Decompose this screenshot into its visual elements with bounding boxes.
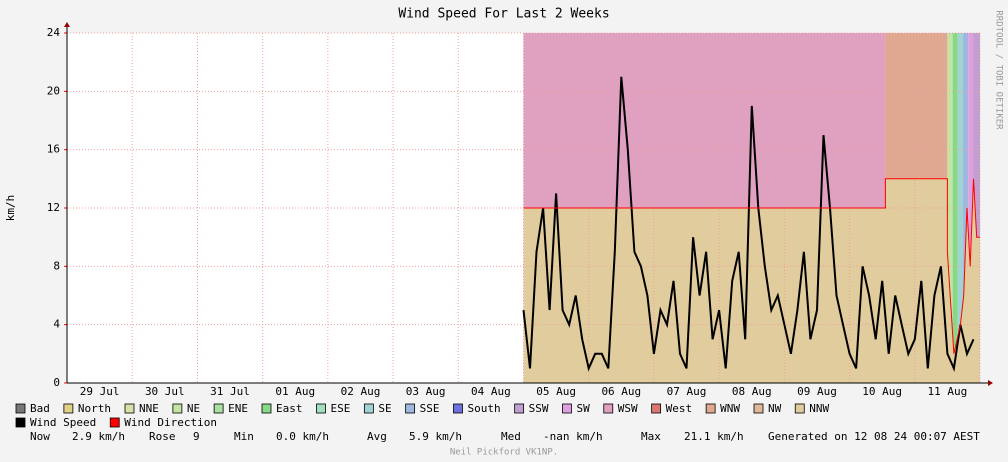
chart-title: Wind Speed For Last 2 Weeks bbox=[398, 7, 609, 22]
legend-swatch bbox=[363, 403, 374, 414]
legend-label: NNW bbox=[809, 402, 829, 415]
speed-line bbox=[522, 76, 975, 372]
legend-label: Bad bbox=[30, 402, 50, 415]
x-tick-label: 07 Aug bbox=[667, 385, 707, 398]
x-tick-label: 30 Jul bbox=[145, 385, 185, 398]
legend-swatch bbox=[63, 403, 74, 414]
direction-area bbox=[523, 178, 980, 383]
legend-label: SE bbox=[378, 402, 391, 415]
legend-label: WNW bbox=[720, 402, 740, 415]
y-tick-label: 4 bbox=[53, 318, 60, 331]
legend-swatch bbox=[213, 403, 224, 414]
y-tick-label: 20 bbox=[47, 84, 60, 97]
direction-line bbox=[523, 178, 980, 354]
x-tick-label: 06 Aug bbox=[601, 385, 641, 398]
stat-label: Rose bbox=[149, 430, 176, 443]
stat-label: Min bbox=[234, 430, 254, 443]
footer: Neil Pickford VK1NP. bbox=[450, 448, 558, 458]
legend-swatch bbox=[124, 403, 135, 414]
stat-label: Avg bbox=[367, 430, 387, 443]
legend-swatch bbox=[316, 403, 326, 414]
stat-value: 9 bbox=[193, 430, 200, 443]
legend-label: NNE bbox=[139, 402, 159, 415]
x-tick-label: 08 Aug bbox=[732, 385, 772, 398]
stat-value: 0.0 km/h bbox=[276, 430, 329, 443]
x-axis-arrow bbox=[988, 380, 993, 386]
y-tick-label: 8 bbox=[53, 259, 60, 272]
legend-swatch bbox=[514, 403, 525, 414]
stat-label: Med bbox=[501, 430, 521, 443]
legend-swatch bbox=[705, 403, 716, 414]
legend-label: SSW bbox=[529, 402, 549, 415]
stat-value: 2.9 km/h bbox=[72, 430, 125, 443]
stat-value: 5.9 km/h bbox=[409, 430, 462, 443]
legend-label: Wind Speed bbox=[30, 416, 96, 429]
stat-label: Now bbox=[30, 430, 50, 443]
legend-label: NE bbox=[187, 402, 200, 415]
side-label: RRDTOOL / TOBI OETIKER bbox=[994, 10, 1004, 130]
legend-swatch bbox=[603, 403, 614, 414]
legend-label: SSE bbox=[420, 402, 440, 415]
legend-label: NW bbox=[768, 402, 782, 415]
legend-label: SW bbox=[577, 402, 591, 415]
legend-swatch bbox=[453, 403, 463, 414]
legend-label: North bbox=[78, 402, 111, 415]
y-tick-label: 24 bbox=[47, 26, 61, 39]
x-tick-label: 03 Aug bbox=[406, 385, 446, 398]
legend-swatch bbox=[15, 417, 26, 428]
stat-value: 21.1 km/h bbox=[684, 430, 744, 443]
legend-label: WSW bbox=[618, 402, 638, 415]
y-axis-arrow bbox=[64, 22, 70, 27]
legend-swatch bbox=[405, 403, 416, 414]
x-tick-label: 29 Jul bbox=[80, 385, 120, 398]
x-tick-label: 02 Aug bbox=[341, 385, 381, 398]
stat-label: Max bbox=[641, 430, 661, 443]
y-tick-label: 16 bbox=[47, 143, 60, 156]
x-tick-label: 31 Jul bbox=[210, 385, 250, 398]
legend-label: East bbox=[276, 402, 303, 415]
legend-swatch bbox=[562, 403, 572, 414]
stat-value: -nan km/h bbox=[543, 430, 603, 443]
legend-swatch bbox=[651, 403, 662, 414]
y-tick-label: 0 bbox=[53, 376, 60, 389]
generated: Generated on 12 08 24 00:07 AEST bbox=[768, 430, 980, 443]
legend-label: ENE bbox=[228, 402, 248, 415]
direction-band bbox=[963, 33, 969, 383]
legend-swatch bbox=[172, 403, 183, 414]
legend-swatch bbox=[261, 403, 272, 414]
legend-swatch bbox=[794, 403, 805, 414]
x-tick-label: 01 Aug bbox=[275, 385, 315, 398]
y-axis-label: km/h bbox=[4, 195, 17, 222]
legend-label: Wind Direction bbox=[124, 416, 217, 429]
direction-band bbox=[957, 33, 964, 383]
legend-swatch bbox=[753, 403, 764, 414]
direction-band bbox=[947, 33, 953, 383]
x-tick-label: 05 Aug bbox=[536, 385, 576, 398]
legend-swatch bbox=[15, 403, 26, 414]
legend-swatch bbox=[109, 417, 120, 428]
x-tick-label: 11 Aug bbox=[928, 385, 968, 398]
x-tick-label: 10 Aug bbox=[862, 385, 902, 398]
legend-label: ESE bbox=[331, 402, 351, 415]
y-tick-label: 12 bbox=[47, 201, 60, 214]
legend-label: South bbox=[468, 402, 501, 415]
legend-label: West bbox=[666, 402, 693, 415]
x-tick-label: 09 Aug bbox=[797, 385, 837, 398]
x-tick-label: 04 Aug bbox=[471, 385, 511, 398]
